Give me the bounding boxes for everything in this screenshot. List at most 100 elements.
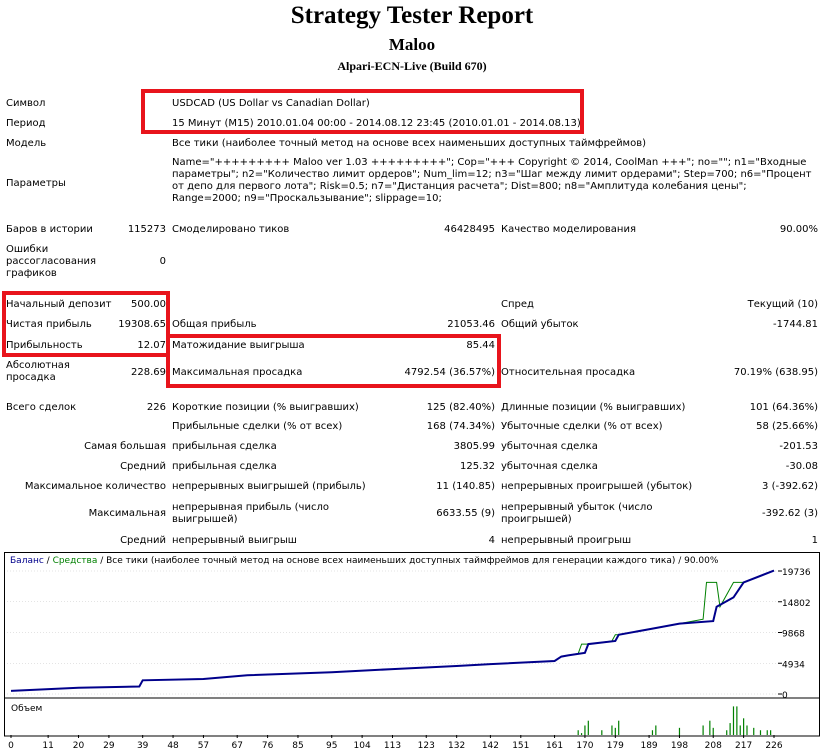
y-tick-label: 0 bbox=[782, 691, 788, 701]
expected-payoff-label: Матожидание выигрыша bbox=[172, 340, 305, 351]
params-label: Параметры bbox=[6, 178, 66, 189]
avg-consec-profit-value: 4 bbox=[488, 535, 495, 546]
largest-loss-label: убыточная сделка bbox=[501, 441, 598, 452]
balance-chart: 19736 14802 9868 4934 0 0 11 20 29 39 48 57 67 76 85 95… bbox=[4, 552, 820, 750]
avg-consec-loss-value: 1 bbox=[811, 535, 818, 546]
x-tick-label: 132 bbox=[448, 741, 465, 750]
average-loss-label: убыточная сделка bbox=[501, 461, 598, 472]
x-tick-label: 67 bbox=[231, 741, 242, 750]
x-tick-label: 39 bbox=[137, 741, 149, 750]
gross-loss-label: Общий убыток bbox=[501, 319, 579, 330]
errors-label: Ошибки рассогласования графиков bbox=[6, 244, 97, 279]
max-count-loss-value: 3 (-392.62) bbox=[762, 481, 818, 492]
x-tick-label: 142 bbox=[482, 741, 499, 750]
average-profit-label: прибыльная сделка bbox=[172, 461, 277, 472]
average-profit-value: 125.32 bbox=[460, 461, 495, 472]
max-count-profit-label: непрерывных выигрышей (прибыль) bbox=[172, 481, 366, 492]
max-amount-profit-value: 6633.55 (9) bbox=[436, 508, 495, 519]
loss-trades-label: Убыточные сделки (% от всех) bbox=[501, 421, 663, 432]
profit-trades-label: Прибыльные сделки (% от всех) bbox=[172, 421, 343, 432]
largest-profit-value: 3805.99 bbox=[453, 441, 495, 452]
max-count-loss-label: непрерывных проигрышей (убыток) bbox=[501, 481, 693, 492]
gross-profit-value: 21053.46 bbox=[447, 319, 495, 330]
bars-value: 115273 bbox=[127, 224, 166, 235]
short-pos-label: Короткие позиции (% выигравших) bbox=[172, 402, 359, 413]
x-tick-label: 123 bbox=[418, 741, 435, 750]
chart-legend: Баланс / Средства / Все тики (наиболее т… bbox=[10, 556, 718, 566]
loss-trades-value: 58 (25.66%) bbox=[756, 421, 818, 432]
abs-drawdown-label: Абсолютная просадка bbox=[6, 360, 70, 383]
max-amount-loss-label: непрерывный убыток (число проигрышей) bbox=[501, 502, 653, 525]
legend-sep: / bbox=[43, 556, 53, 566]
x-tick-label: 198 bbox=[671, 741, 688, 750]
x-tick-label: 161 bbox=[546, 741, 563, 750]
average-loss-value: -30.08 bbox=[785, 461, 818, 472]
ticks-value: 46428495 bbox=[444, 224, 495, 235]
x-tick-label: 170 bbox=[576, 741, 593, 750]
max-count-label: Максимальное количество bbox=[24, 481, 166, 492]
params-value: Name="+++++++++ Maloo ver 1.03 +++++++++… bbox=[172, 157, 812, 204]
symbol-value: USDCAD (US Dollar vs Canadian Dollar) bbox=[172, 98, 370, 109]
max-amount-label: Максимальная bbox=[88, 508, 166, 519]
x-tick-label: 151 bbox=[512, 741, 529, 750]
avg-consec-profit-label: непрерывный выигрыш bbox=[172, 535, 297, 546]
gross-loss-value: -1744.81 bbox=[773, 319, 818, 330]
spread-value: Текущий (10) bbox=[747, 299, 818, 310]
highlight-box-symbol-period bbox=[141, 89, 584, 134]
y-tick-label: 19736 bbox=[782, 568, 811, 578]
rel-drawdown-label: Относительная просадка bbox=[501, 367, 636, 378]
expert-name: Maloo bbox=[388, 35, 436, 54]
period-label: Период bbox=[6, 118, 46, 129]
symbol-label: Символ bbox=[6, 98, 46, 109]
errors-value: 0 bbox=[159, 256, 166, 267]
x-tick-label: 85 bbox=[292, 741, 303, 750]
x-tick-label: 113 bbox=[384, 741, 401, 750]
legend-rest: / Все тики (наиболее точный метод на осн… bbox=[97, 556, 719, 566]
chart-frame bbox=[4, 552, 820, 737]
model-label: Модель bbox=[6, 138, 47, 149]
total-trades-label: Всего сделок bbox=[6, 402, 77, 413]
largest-profit-label: прибыльная сделка bbox=[172, 441, 277, 452]
bars-label: Баров в истории bbox=[6, 224, 93, 235]
balance-line bbox=[10, 569, 775, 692]
legend-equity: Средства bbox=[52, 556, 98, 566]
volume-label: Объем bbox=[11, 704, 43, 714]
x-tick-label: 76 bbox=[262, 741, 274, 750]
net-profit-label: Чистая прибыль bbox=[6, 319, 92, 330]
max-drawdown-value: 4792.54 (36.57%) bbox=[404, 367, 495, 378]
deposit-label: Начальный депозит bbox=[6, 299, 112, 310]
profit-factor-label: Прибыльность bbox=[6, 340, 83, 351]
x-tick-label: 226 bbox=[765, 741, 782, 750]
largest-loss-value: -201.53 bbox=[779, 441, 818, 452]
quality-label: Качество моделирования bbox=[501, 224, 636, 235]
x-tick-label: 20 bbox=[73, 741, 85, 750]
x-tick-label: 0 bbox=[8, 741, 14, 750]
y-tick-label: 4934 bbox=[782, 660, 805, 670]
period-value: 15 Минут (M15) 2010.01.04 00:00 - 2014.0… bbox=[172, 118, 581, 129]
max-drawdown-label: Максимальная просадка bbox=[172, 367, 303, 378]
abs-drawdown-value: 228.69 bbox=[131, 367, 166, 378]
long-pos-value: 101 (64.36%) bbox=[749, 402, 818, 413]
total-trades-value: 226 bbox=[146, 402, 166, 413]
profit-trades-value: 168 (74.34%) bbox=[426, 421, 495, 432]
short-pos-value: 125 (82.40%) bbox=[426, 402, 495, 413]
equity-line bbox=[10, 570, 775, 692]
x-tick-label: 95 bbox=[326, 741, 337, 750]
average-label: Средний bbox=[120, 461, 166, 472]
max-count-profit-value: 11 (140.85) bbox=[436, 481, 495, 492]
x-tick-label: 48 bbox=[167, 741, 179, 750]
x-tick-label: 189 bbox=[640, 741, 657, 750]
profit-factor-value: 12.07 bbox=[137, 340, 166, 351]
ticks-label: Смоделировано тиков bbox=[172, 224, 290, 235]
spread-label: Спред bbox=[501, 299, 534, 310]
expected-payoff-value: 85.44 bbox=[466, 340, 495, 351]
rel-drawdown-value: 70.19% (638.95) bbox=[733, 367, 818, 378]
long-pos-label: Длинные позиции (% выигравших) bbox=[501, 402, 686, 413]
avg-consec-loss-label: непрерывный проигрыш bbox=[501, 535, 632, 546]
max-amount-profit-label: непрерывная прибыль (число выигрышей) bbox=[172, 502, 329, 525]
highlight-box-payoff-drawdown bbox=[166, 334, 501, 388]
x-tick-label: 29 bbox=[103, 741, 115, 750]
legend-balance: Баланс bbox=[10, 556, 44, 566]
model-value: Все тики (наиболее точный метод на основ… bbox=[172, 138, 647, 149]
x-tick-label: 217 bbox=[735, 741, 752, 750]
